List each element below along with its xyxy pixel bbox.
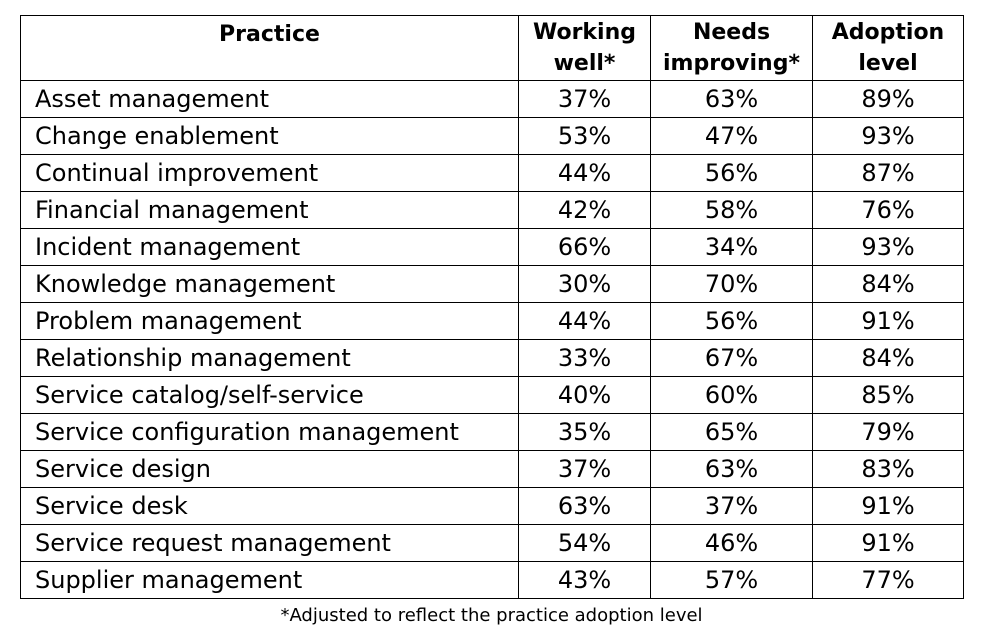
table-header-row: Practice Working well* Needs improving* Ad… [20,15,964,81]
needs-improving-value: 46% [650,524,813,562]
table-row: Problem management 44% 56% 91% [20,302,964,340]
table-row: Change enablement 53% 47% 93% [20,117,964,155]
table-row: Relationship management 33% 67% 84% [20,339,964,377]
needs-improving-value: 67% [650,339,813,377]
working-well-value: 40% [518,376,651,414]
footnote: *Adjusted to reflect the practice adopti… [280,605,703,626]
needs-improving-value: 60% [650,376,813,414]
working-well-value: 33% [518,339,651,377]
header-working-well: Working well* [518,15,651,81]
adoption-level-value: 89% [812,80,964,118]
working-well-value: 54% [518,524,651,562]
practice-name: Change enablement [20,117,519,155]
needs-improving-value: 37% [650,487,813,525]
table-row: Service request management 54% 46% 91% [20,524,964,562]
working-well-value: 42% [518,191,651,229]
practice-name: Asset management [20,80,519,118]
practice-name: Service catalog/self-service [20,376,519,414]
adoption-level-value: 85% [812,376,964,414]
table-row: Service configuration management 35% 65%… [20,413,964,451]
needs-improving-value: 56% [650,154,813,192]
working-well-value: 44% [518,154,651,192]
table-row: Continual improvement 44% 56% 87% [20,154,964,192]
header-needs-improving: Needs improving* [650,15,813,81]
adoption-level-value: 84% [812,339,964,377]
needs-improving-value: 63% [650,450,813,488]
working-well-value: 43% [518,561,651,599]
table-row: Financial management 42% 58% 76% [20,191,964,229]
table-row: Knowledge management 30% 70% 84% [20,265,964,303]
needs-improving-value: 63% [650,80,813,118]
practice-name: Financial management [20,191,519,229]
adoption-level-value: 83% [812,450,964,488]
practice-name: Service desk [20,487,519,525]
adoption-level-value: 91% [812,487,964,525]
adoption-level-value: 76% [812,191,964,229]
table-row: Service catalog/self-service 40% 60% 85% [20,376,964,414]
table-row: Incident management 66% 34% 93% [20,228,964,266]
working-well-value: 53% [518,117,651,155]
practice-name: Incident management [20,228,519,266]
header-practice: Practice [20,15,519,81]
working-well-value: 35% [518,413,651,451]
working-well-value: 66% [518,228,651,266]
needs-improving-value: 47% [650,117,813,155]
adoption-level-value: 87% [812,154,964,192]
adoption-level-value: 91% [812,302,964,340]
practice-name: Service design [20,450,519,488]
working-well-value: 44% [518,302,651,340]
practice-name: Knowledge management [20,265,519,303]
table-row: Asset management 37% 63% 89% [20,80,964,118]
working-well-value: 30% [518,265,651,303]
practice-name: Service request management [20,524,519,562]
adoption-level-value: 93% [812,117,964,155]
table-row: Supplier management 43% 57% 77% [20,561,964,599]
working-well-value: 37% [518,80,651,118]
practice-name: Supplier management [20,561,519,599]
needs-improving-value: 56% [650,302,813,340]
adoption-level-value: 84% [812,265,964,303]
working-well-value: 63% [518,487,651,525]
working-well-value: 37% [518,450,651,488]
adoption-level-value: 79% [812,413,964,451]
table-row: Service desk 63% 37% 91% [20,487,964,525]
practice-table-container: Practice Working well* Needs improving* Ad… [20,15,964,599]
practice-name: Service configuration management [20,413,519,451]
needs-improving-value: 57% [650,561,813,599]
practice-name: Relationship management [20,339,519,377]
needs-improving-value: 70% [650,265,813,303]
adoption-level-value: 91% [812,524,964,562]
adoption-level-value: 77% [812,561,964,599]
table-row: Service design 37% 63% 83% [20,450,964,488]
adoption-level-value: 93% [812,228,964,266]
needs-improving-value: 34% [650,228,813,266]
needs-improving-value: 58% [650,191,813,229]
practice-name: Continual improvement [20,154,519,192]
practice-name: Problem management [20,302,519,340]
header-adoption-level: Adoption level [812,15,964,81]
practice-table: Practice Working well* Needs improving* Ad… [20,15,964,599]
needs-improving-value: 65% [650,413,813,451]
